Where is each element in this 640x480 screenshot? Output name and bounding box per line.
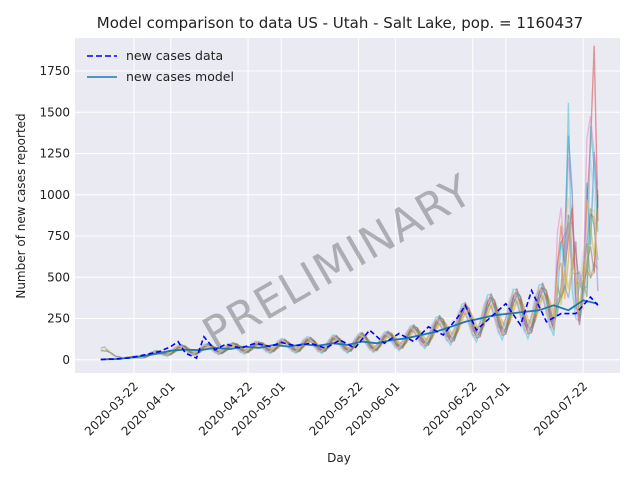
x-axis-label: Day (327, 451, 351, 465)
model-ensemble-line (100, 45, 599, 361)
y-tick-label: 1250 (39, 147, 70, 161)
series-line-data (100, 288, 599, 361)
y-tick-label: 1000 (39, 188, 70, 202)
model-ensemble-line (100, 194, 599, 361)
y-tick-label: 0 (62, 353, 70, 367)
model-ensemble-line (100, 135, 599, 360)
model-ensemble-line (100, 189, 599, 361)
y-tick-label: 1500 (39, 105, 70, 119)
y-axis-label: Number of new cases reported (14, 113, 28, 298)
legend-label-data: new cases data (126, 48, 223, 63)
model-ensemble-line (100, 213, 599, 360)
y-tick-label: 750 (47, 229, 70, 243)
model-ensemble-line (100, 102, 599, 361)
gridlines (75, 38, 620, 373)
y-tick-label: 250 (47, 312, 70, 326)
model-ensemble-line (100, 208, 599, 361)
plot-background (75, 38, 620, 373)
y-tick-label: 1750 (39, 64, 70, 78)
model-ensemble-line (100, 211, 599, 360)
legend: new cases data new cases model (87, 48, 234, 84)
x-tick-label: 2020-07-22 (531, 379, 590, 438)
y-tick-label: 500 (47, 270, 70, 284)
series-line-model (100, 299, 599, 361)
chart-title: Model comparison to data US - Utah - Sal… (97, 14, 583, 32)
model-ensemble-line (100, 197, 599, 360)
y-axis-ticks: 0 250 500 750 1000 1250 1500 1750 (39, 64, 70, 367)
series-lines (100, 288, 599, 361)
legend-label-model: new cases model (126, 69, 234, 84)
